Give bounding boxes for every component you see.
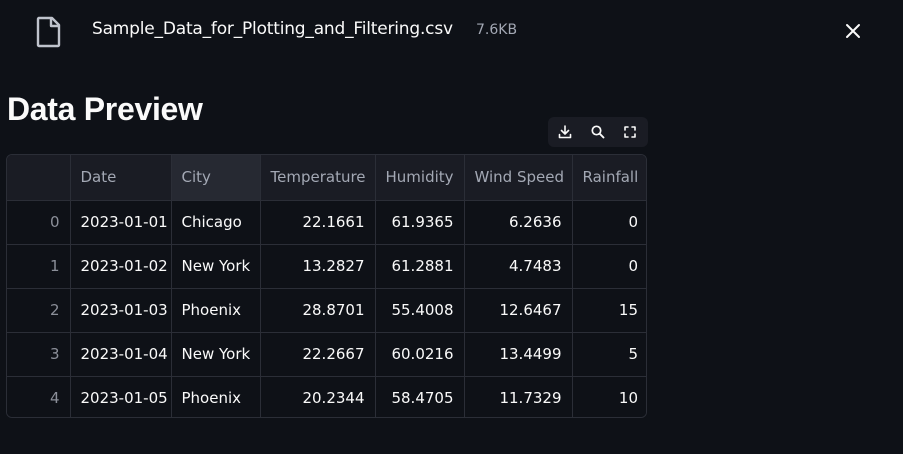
cell-rainfall[interactable]: 15 [572, 288, 646, 333]
cell-wind-speed[interactable]: 6.2636 [464, 200, 573, 245]
row-index: 2 [7, 288, 71, 333]
table-row: 0 2023-01-01 Chicago 22.1661 61.9365 6.2… [7, 200, 646, 245]
table-row: 1 2023-01-02 New York 13.2827 61.2881 4.… [7, 244, 646, 289]
cell-humidity[interactable]: 58.4705 [375, 376, 465, 417]
cell-temperature[interactable]: 22.2667 [260, 332, 376, 377]
close-icon[interactable] [841, 19, 865, 43]
row-index: 0 [7, 200, 71, 245]
file-size: 7.6KB [476, 22, 518, 38]
file-name: Sample_Data_for_Plotting_and_Filtering.c… [92, 19, 453, 39]
cell-humidity[interactable]: 61.9365 [375, 200, 465, 245]
column-header-humidity[interactable]: Humidity [375, 155, 465, 201]
cell-wind-speed[interactable]: 4.7483 [464, 244, 573, 289]
table-row: 4 2023-01-05 Phoenix 20.2344 58.4705 11.… [7, 376, 646, 417]
download-icon[interactable] [555, 122, 575, 142]
cell-humidity[interactable]: 55.4008 [375, 288, 465, 333]
cell-city[interactable]: New York [171, 244, 261, 289]
row-index: 4 [7, 376, 71, 417]
column-header-wind-speed[interactable]: Wind Speed [464, 155, 573, 201]
cell-temperature[interactable]: 28.8701 [260, 288, 376, 333]
data-table[interactable]: Date City Temperature Humidity Wind Spee… [6, 154, 647, 418]
column-header-rainfall[interactable]: Rainfall [572, 155, 646, 201]
column-header-date[interactable]: Date [70, 155, 172, 201]
cell-wind-speed[interactable]: 13.4499 [464, 332, 573, 377]
table-header-row: Date City Temperature Humidity Wind Spee… [7, 155, 646, 201]
row-index: 1 [7, 244, 71, 289]
cell-rainfall[interactable]: 5 [572, 332, 646, 377]
dataframe-toolbar [548, 117, 648, 147]
cell-wind-speed[interactable]: 11.7329 [464, 376, 573, 417]
cell-date[interactable]: 2023-01-02 [70, 244, 172, 289]
cell-city[interactable]: Chicago [171, 200, 261, 245]
cell-date[interactable]: 2023-01-05 [70, 376, 172, 417]
cell-temperature[interactable]: 13.2827 [260, 244, 376, 289]
page-title: Data Preview [7, 91, 203, 127]
cell-rainfall[interactable]: 0 [572, 244, 646, 289]
cell-temperature[interactable]: 22.1661 [260, 200, 376, 245]
index-header [7, 155, 71, 201]
column-header-city[interactable]: City [171, 155, 261, 201]
cell-city[interactable]: New York [171, 332, 261, 377]
table-row: 2 2023-01-03 Phoenix 28.8701 55.4008 12.… [7, 288, 646, 333]
column-header-temperature[interactable]: Temperature [260, 155, 376, 201]
cell-city[interactable]: Phoenix [171, 376, 261, 417]
search-icon[interactable] [588, 122, 608, 142]
file-icon [36, 16, 61, 48]
cell-rainfall[interactable]: 0 [572, 200, 646, 245]
cell-date[interactable]: 2023-01-03 [70, 288, 172, 333]
cell-humidity[interactable]: 61.2881 [375, 244, 465, 289]
cell-date[interactable]: 2023-01-04 [70, 332, 172, 377]
row-index: 3 [7, 332, 71, 377]
cell-date[interactable]: 2023-01-01 [70, 200, 172, 245]
cell-city[interactable]: Phoenix [171, 288, 261, 333]
cell-humidity[interactable]: 60.0216 [375, 332, 465, 377]
fullscreen-icon[interactable] [620, 122, 640, 142]
cell-rainfall[interactable]: 10 [572, 376, 646, 417]
cell-wind-speed[interactable]: 12.6467 [464, 288, 573, 333]
table-row: 3 2023-01-04 New York 22.2667 60.0216 13… [7, 332, 646, 377]
cell-temperature[interactable]: 20.2344 [260, 376, 376, 417]
uploaded-file-row: Sample_Data_for_Plotting_and_Filtering.c… [0, 0, 903, 62]
